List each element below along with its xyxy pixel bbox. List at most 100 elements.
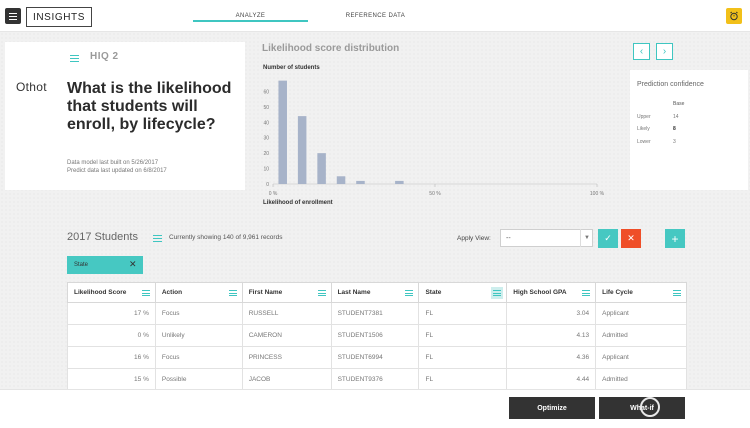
cell-gpa: 4.36 xyxy=(506,346,597,369)
hamburger-menu-icon[interactable] xyxy=(5,8,21,24)
y-tick-label: 20 xyxy=(263,151,269,157)
table-row[interactable]: 17 % Focus RUSSELL STUDENT7381 FL 3.04 A… xyxy=(67,302,687,325)
histogram-bar xyxy=(356,180,365,184)
chevron-down-icon[interactable]: ▼ xyxy=(580,229,593,247)
question-title: What is the likelihood that students wil… xyxy=(67,80,232,133)
previous-question-button[interactable]: ‹ xyxy=(633,43,650,60)
cell-action: Focus xyxy=(154,302,243,325)
tab-reference-data[interactable]: REFERENCE DATA xyxy=(345,13,406,19)
cell-life-cycle: Applicant xyxy=(595,346,687,369)
confidence-column-header: Base xyxy=(673,101,685,107)
y-tick-label: 10 xyxy=(263,167,269,173)
distribution-chart: Number of students 0 10 20 30 40 50 60 0 % 50 % 1… xyxy=(263,65,605,206)
prediction-confidence-card xyxy=(630,70,748,190)
confidence-likely-label: Likely xyxy=(637,126,650,132)
cell-life-cycle: Admitted xyxy=(595,368,687,391)
column-menu-icon[interactable] xyxy=(141,290,150,297)
column-menu-icon[interactable] xyxy=(317,290,326,297)
students-section-title: 2017 Students xyxy=(67,231,138,243)
column-header-label: Life Cycle xyxy=(602,289,633,296)
cell-gpa: 4.13 xyxy=(506,324,597,347)
cell-life-cycle: Applicant xyxy=(595,302,687,325)
chart-y-axis-label: Number of students xyxy=(263,65,320,71)
cell-state: FL xyxy=(418,368,508,391)
y-tick-label: 0 xyxy=(266,182,269,188)
cell-state: FL xyxy=(418,302,508,325)
cell-last-name: STUDENT9376 xyxy=(330,368,420,391)
chart-title: Likelihood score distribution xyxy=(262,43,400,54)
question-card xyxy=(5,42,245,190)
column-header-last-name[interactable]: Last Name xyxy=(330,282,420,303)
column-header-first-name[interactable]: First Name xyxy=(241,282,332,303)
cell-first-name: RUSSELL xyxy=(241,302,332,325)
cursor-indicator xyxy=(640,397,660,417)
add-view-button[interactable]: + xyxy=(665,229,685,248)
cell-last-name: STUDENT7381 xyxy=(330,302,420,325)
column-menu-icon[interactable] xyxy=(228,290,237,297)
cell-last-name: STUDENT6994 xyxy=(330,346,420,369)
confidence-upper-value: 14 xyxy=(673,114,679,120)
column-header-state[interactable]: State xyxy=(418,282,508,303)
cell-likelihood-score: 17 % xyxy=(67,302,156,325)
x-tick-label: 100 % xyxy=(590,191,605,197)
cell-last-name: STUDENT1506 xyxy=(330,324,420,347)
model-built-date: Data model last built on 5/26/2017 xyxy=(67,160,159,166)
cell-first-name: JACOB xyxy=(241,368,332,391)
menu-lines-icon[interactable] xyxy=(70,55,79,63)
column-header-label: Last Name xyxy=(337,289,371,296)
table-row[interactable]: 0 % Unlikely CAMERON STUDENT1506 FL 4.13… xyxy=(67,324,687,347)
close-icon[interactable]: ✕ xyxy=(129,259,137,269)
x-tick-label: 0 % xyxy=(269,191,278,197)
students-table: Likelihood Score Action First Name Last … xyxy=(67,282,687,391)
cell-state: FL xyxy=(418,324,508,347)
cell-likelihood-score: 15 % xyxy=(67,368,156,391)
view-select[interactable]: -- xyxy=(500,229,593,247)
column-header-label: Action xyxy=(161,289,183,296)
cell-life-cycle: Admitted xyxy=(595,324,687,347)
cell-likelihood-score: 0 % xyxy=(67,324,156,347)
column-header-life-cycle[interactable]: Life Cycle xyxy=(595,282,687,303)
histogram-bar xyxy=(395,180,404,184)
table-row[interactable]: 16 % Focus PRINCESS STUDENT6994 FL 4.36 … xyxy=(67,346,687,369)
app-title[interactable]: INSIGHTS xyxy=(26,7,92,27)
table-header-row: Likelihood Score Action First Name Last … xyxy=(67,282,687,303)
cell-action: Unlikely xyxy=(154,324,243,347)
cell-action: Focus xyxy=(154,346,243,369)
y-tick-label: 40 xyxy=(263,120,269,126)
records-count: Currently showing 140 of 9,961 records xyxy=(169,234,283,241)
apply-view-cancel-button[interactable]: ✕ xyxy=(621,229,641,248)
y-tick-label: 60 xyxy=(263,89,269,95)
apply-view-label: Apply View: xyxy=(457,235,491,242)
table-row[interactable]: 15 % Possible JACOB STUDENT9376 FL 4.44 … xyxy=(67,368,687,391)
filter-chip-state[interactable]: State xyxy=(67,256,143,274)
confidence-lower-value: 3 xyxy=(673,139,676,145)
column-header-action[interactable]: Action xyxy=(154,282,243,303)
cell-first-name: CAMERON xyxy=(241,324,332,347)
confidence-lower-label: Lower xyxy=(637,139,651,145)
histogram-bar xyxy=(336,176,346,184)
tab-analyze[interactable]: ANALYZE xyxy=(193,0,308,32)
column-header-label: First Name xyxy=(248,289,283,296)
column-menu-icon[interactable] xyxy=(491,287,504,299)
optimize-button[interactable]: Optimize xyxy=(509,397,595,419)
column-menu-icon[interactable] xyxy=(582,290,591,297)
x-tick-label: 50 % xyxy=(429,191,441,197)
column-header-likelihood-score[interactable]: Likelihood Score xyxy=(67,282,156,303)
histogram-bar xyxy=(317,153,326,184)
top-bar xyxy=(0,0,750,32)
column-header-label: State xyxy=(425,289,442,296)
apply-view-confirm-button[interactable]: ✓ xyxy=(598,229,618,248)
next-question-button[interactable]: › xyxy=(656,43,673,60)
column-header-label: High School GPA xyxy=(513,289,567,296)
data-updated-date: Predict data last updated on 6/8/2017 xyxy=(67,168,167,174)
cell-first-name: PRINCESS xyxy=(241,346,332,369)
list-menu-icon[interactable] xyxy=(153,235,162,243)
column-header-high-school-gpa[interactable]: High School GPA xyxy=(506,282,597,303)
question-id-label: HIQ 2 xyxy=(90,51,119,62)
column-menu-icon[interactable] xyxy=(405,290,414,297)
y-tick-label: 50 xyxy=(263,105,269,111)
cell-gpa: 3.04 xyxy=(506,302,597,325)
column-menu-icon[interactable] xyxy=(673,290,681,297)
alarm-clock-icon[interactable] xyxy=(726,8,742,24)
chart-x-axis-label: Likelihood of enrollment xyxy=(263,200,333,206)
